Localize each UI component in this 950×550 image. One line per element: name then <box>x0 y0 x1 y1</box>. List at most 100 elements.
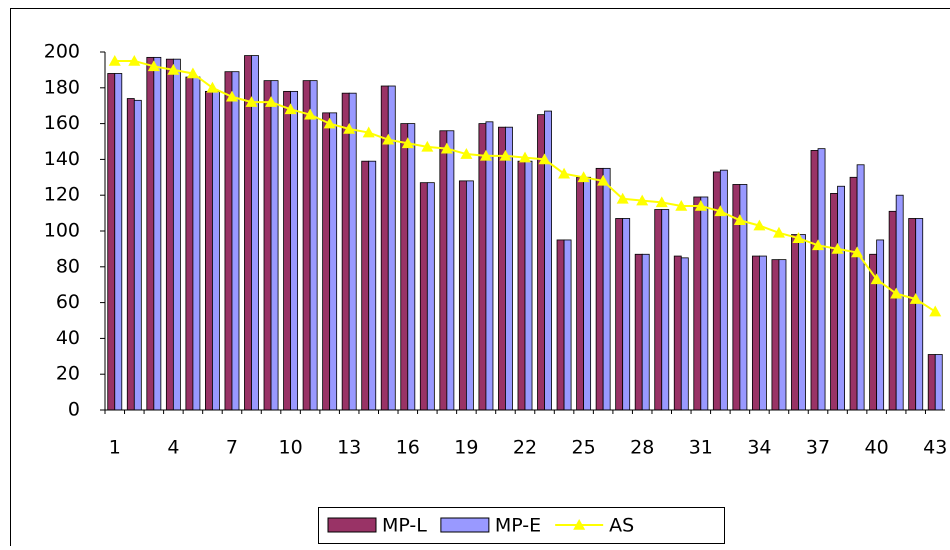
bar <box>291 91 298 410</box>
bar <box>388 86 395 410</box>
bar <box>212 91 219 410</box>
bar <box>330 113 337 410</box>
bar <box>635 254 642 410</box>
bar <box>498 127 505 410</box>
x-tick-label: 1 <box>109 437 121 459</box>
y-tick-label: 160 <box>44 112 80 134</box>
bar <box>857 165 864 410</box>
bar <box>642 254 649 410</box>
bar <box>466 181 473 410</box>
y-tick-label: 20 <box>56 363 80 385</box>
bar <box>447 131 454 410</box>
x-tick-label: 28 <box>630 437 654 459</box>
x-tick-label: 19 <box>454 437 478 459</box>
bar <box>877 240 884 410</box>
bar <box>896 195 903 410</box>
bar <box>831 193 838 410</box>
bar <box>584 177 591 410</box>
bar <box>564 240 571 410</box>
bar <box>381 86 388 410</box>
bar <box>720 170 727 410</box>
bar <box>811 150 818 410</box>
bar <box>205 91 212 410</box>
legend-swatch <box>328 518 376 532</box>
bar <box>838 186 845 410</box>
bar <box>115 73 122 410</box>
x-tick-label: 10 <box>278 437 302 459</box>
bar <box>134 100 141 410</box>
bar <box>342 93 349 410</box>
x-tick-label: 43 <box>923 437 947 459</box>
legend-swatch <box>441 518 489 532</box>
bar <box>603 168 610 410</box>
legend-label: AS <box>609 515 634 537</box>
bar <box>232 72 239 410</box>
bar <box>264 81 271 410</box>
bar <box>284 91 291 410</box>
y-tick-label: 40 <box>56 327 80 349</box>
bar <box>694 197 701 410</box>
bar <box>408 124 415 410</box>
bar <box>369 161 376 410</box>
bar <box>596 168 603 410</box>
bar <box>525 161 532 410</box>
bar <box>479 124 486 410</box>
bar <box>427 183 434 410</box>
bar <box>518 161 525 410</box>
bar <box>681 258 688 410</box>
y-tick-label: 80 <box>56 255 80 277</box>
x-tick-label: 40 <box>865 437 889 459</box>
bar <box>889 211 896 410</box>
y-tick-label: 120 <box>44 184 80 206</box>
bar <box>577 177 584 410</box>
bar <box>701 197 708 410</box>
x-tick-label: 22 <box>513 437 537 459</box>
y-tick-label: 140 <box>44 148 80 170</box>
bar <box>173 59 180 410</box>
y-tick-label: 100 <box>44 220 80 242</box>
bar <box>186 77 193 410</box>
x-tick-label: 13 <box>337 437 361 459</box>
x-tick-label: 4 <box>167 437 179 459</box>
bar <box>244 56 251 410</box>
y-tick-label: 180 <box>44 76 80 98</box>
bar <box>225 72 232 410</box>
bar <box>909 218 916 410</box>
bar <box>127 99 134 410</box>
bar <box>362 161 369 410</box>
bar <box>323 113 330 410</box>
x-tick-label: 16 <box>396 437 420 459</box>
bar <box>850 177 857 410</box>
x-tick-label: 31 <box>689 437 713 459</box>
bar <box>303 81 310 410</box>
x-tick-label: 37 <box>806 437 830 459</box>
bar <box>166 59 173 410</box>
bar <box>655 210 662 410</box>
legend-label: MP-L <box>382 515 427 537</box>
y-tick-label: 200 <box>44 41 80 63</box>
bar <box>752 256 759 410</box>
bar <box>818 149 825 410</box>
bar <box>505 127 512 410</box>
bar <box>486 122 493 410</box>
bar <box>147 57 154 410</box>
x-tick-label: 7 <box>226 437 238 459</box>
bar <box>557 240 564 410</box>
bar <box>401 124 408 410</box>
bar <box>928 355 935 410</box>
bar <box>252 56 259 410</box>
bar <box>193 77 200 410</box>
x-tick-label: 25 <box>572 437 596 459</box>
bar <box>674 256 681 410</box>
bar <box>759 256 766 410</box>
bar <box>916 218 923 410</box>
bar <box>623 218 630 410</box>
bar <box>791 235 798 410</box>
bar <box>798 235 805 410</box>
bar <box>459 181 466 410</box>
x-tick-label: 34 <box>747 437 771 459</box>
bar <box>154 57 161 410</box>
bar <box>772 260 779 410</box>
